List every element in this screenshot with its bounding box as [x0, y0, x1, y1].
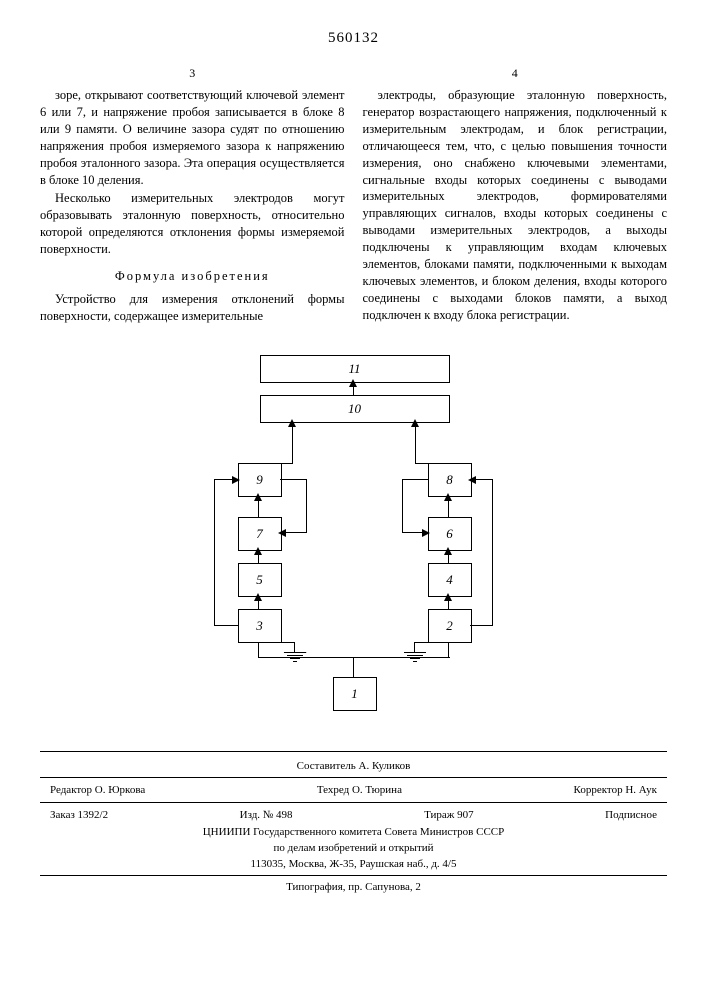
wire [402, 479, 403, 533]
wire [414, 642, 429, 643]
wire [402, 479, 429, 480]
wire [415, 463, 428, 464]
arrow-icon [278, 529, 286, 537]
arrow-icon [254, 593, 262, 601]
left-para-2: Несколько измерительных электродов могут… [40, 190, 345, 258]
wire [492, 479, 493, 625]
podpisnoe: Подписное [605, 809, 657, 821]
box-1: 1 [333, 677, 377, 711]
arrow-icon [444, 547, 452, 555]
wire [258, 657, 450, 658]
arrow-icon [288, 419, 296, 427]
tirazh: Тираж 907 [424, 809, 474, 821]
arrow-icon [444, 493, 452, 501]
hatch [283, 652, 306, 653]
right-column: 4 электроды, образующие эталонную поверх… [363, 65, 668, 327]
left-para-3: Устройство для измерения отклонений форм… [40, 291, 345, 325]
wire [258, 642, 259, 658]
org1: ЦНИИПИ Государственного комитета Совета … [40, 824, 667, 840]
arrow-icon [349, 379, 357, 387]
wire [280, 642, 295, 643]
doc-number: 560132 [40, 30, 667, 47]
arrow-icon [254, 493, 262, 501]
text-columns: 3 зоре, открывают соответствующий ключев… [40, 65, 667, 327]
box-9: 9 [238, 463, 282, 497]
wire [306, 479, 307, 533]
wire [294, 642, 295, 652]
wire [448, 642, 449, 658]
order: Заказ 1392/2 [50, 809, 108, 821]
typography: Типография, пр. Сапунова, 2 [40, 879, 667, 895]
arrow-icon [444, 593, 452, 601]
corrector: Корректор Н. Аук [574, 784, 657, 796]
wire [292, 422, 293, 463]
box-5: 5 [238, 563, 282, 597]
arrow-icon [254, 547, 262, 555]
wire [214, 479, 215, 625]
wire [415, 422, 416, 463]
wire [470, 625, 493, 626]
compiler: Составитель А. Куликов [40, 758, 667, 774]
arrow-icon [411, 419, 419, 427]
org2: по делам изобретений и открытий [40, 840, 667, 856]
box-8: 8 [428, 463, 472, 497]
izd: Изд. № 498 [240, 809, 293, 821]
formula-title: Формула изобретения [40, 268, 345, 285]
left-column: 3 зоре, открывают соответствующий ключев… [40, 65, 345, 327]
tech: Техред О. Тюрина [317, 784, 402, 796]
col-num-right: 4 [363, 65, 668, 81]
editor: Редактор О. Юркова [50, 784, 145, 796]
col-num-left: 3 [40, 65, 345, 81]
box-4: 4 [428, 563, 472, 597]
arrow-icon [422, 529, 430, 537]
block-diagram: 11 10 9 8 7 6 5 4 [194, 355, 514, 725]
address: 113035, Москва, Ж-35, Раушская наб., д. … [40, 856, 667, 872]
right-para-1: электроды, образующие эталонную поверхно… [363, 87, 668, 323]
wire [353, 657, 354, 677]
wire [414, 642, 415, 652]
left-para-1: зоре, открывают соответствующий ключевой… [40, 87, 345, 188]
wire [280, 463, 293, 464]
wire [280, 479, 307, 480]
arrow-icon [468, 476, 476, 484]
footer: Составитель А. Куликов Редактор О. Юрков… [40, 751, 667, 895]
box-7: 7 [238, 517, 282, 551]
wire [214, 625, 238, 626]
box-3: 3 [238, 609, 282, 643]
box-6: 6 [428, 517, 472, 551]
box-2: 2 [428, 609, 472, 643]
arrow-icon [232, 476, 240, 484]
